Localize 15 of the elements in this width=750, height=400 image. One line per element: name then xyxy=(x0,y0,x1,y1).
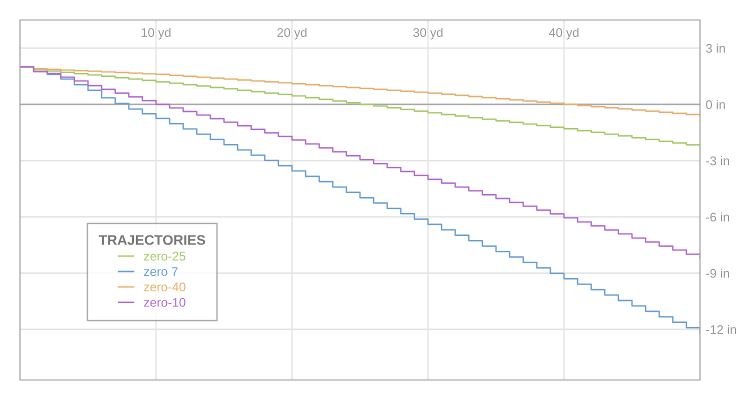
legend-label: zero 7 xyxy=(144,267,178,276)
legend-label: zero-10 xyxy=(144,298,186,307)
legend-label: zero-25 xyxy=(144,252,186,261)
x-tick-label: 30 yd xyxy=(413,28,442,40)
x-tick-label: 10 yd xyxy=(142,28,170,40)
y-tick-label: -12 in xyxy=(706,324,736,334)
legend-label: zero-40 xyxy=(144,282,186,292)
y-tick-label: 0 in xyxy=(706,100,725,110)
y-tick-label: -3 in xyxy=(706,156,730,166)
y-tick-label: -9 in xyxy=(706,268,730,278)
y-tick-label: 3 in xyxy=(706,44,725,53)
y-tick-label: -6 in xyxy=(706,212,730,222)
legend-title: TRAJECTORIES xyxy=(98,235,206,245)
x-tick-label: 40 yd xyxy=(549,28,578,40)
x-tick-label: 20 yd xyxy=(277,28,306,40)
